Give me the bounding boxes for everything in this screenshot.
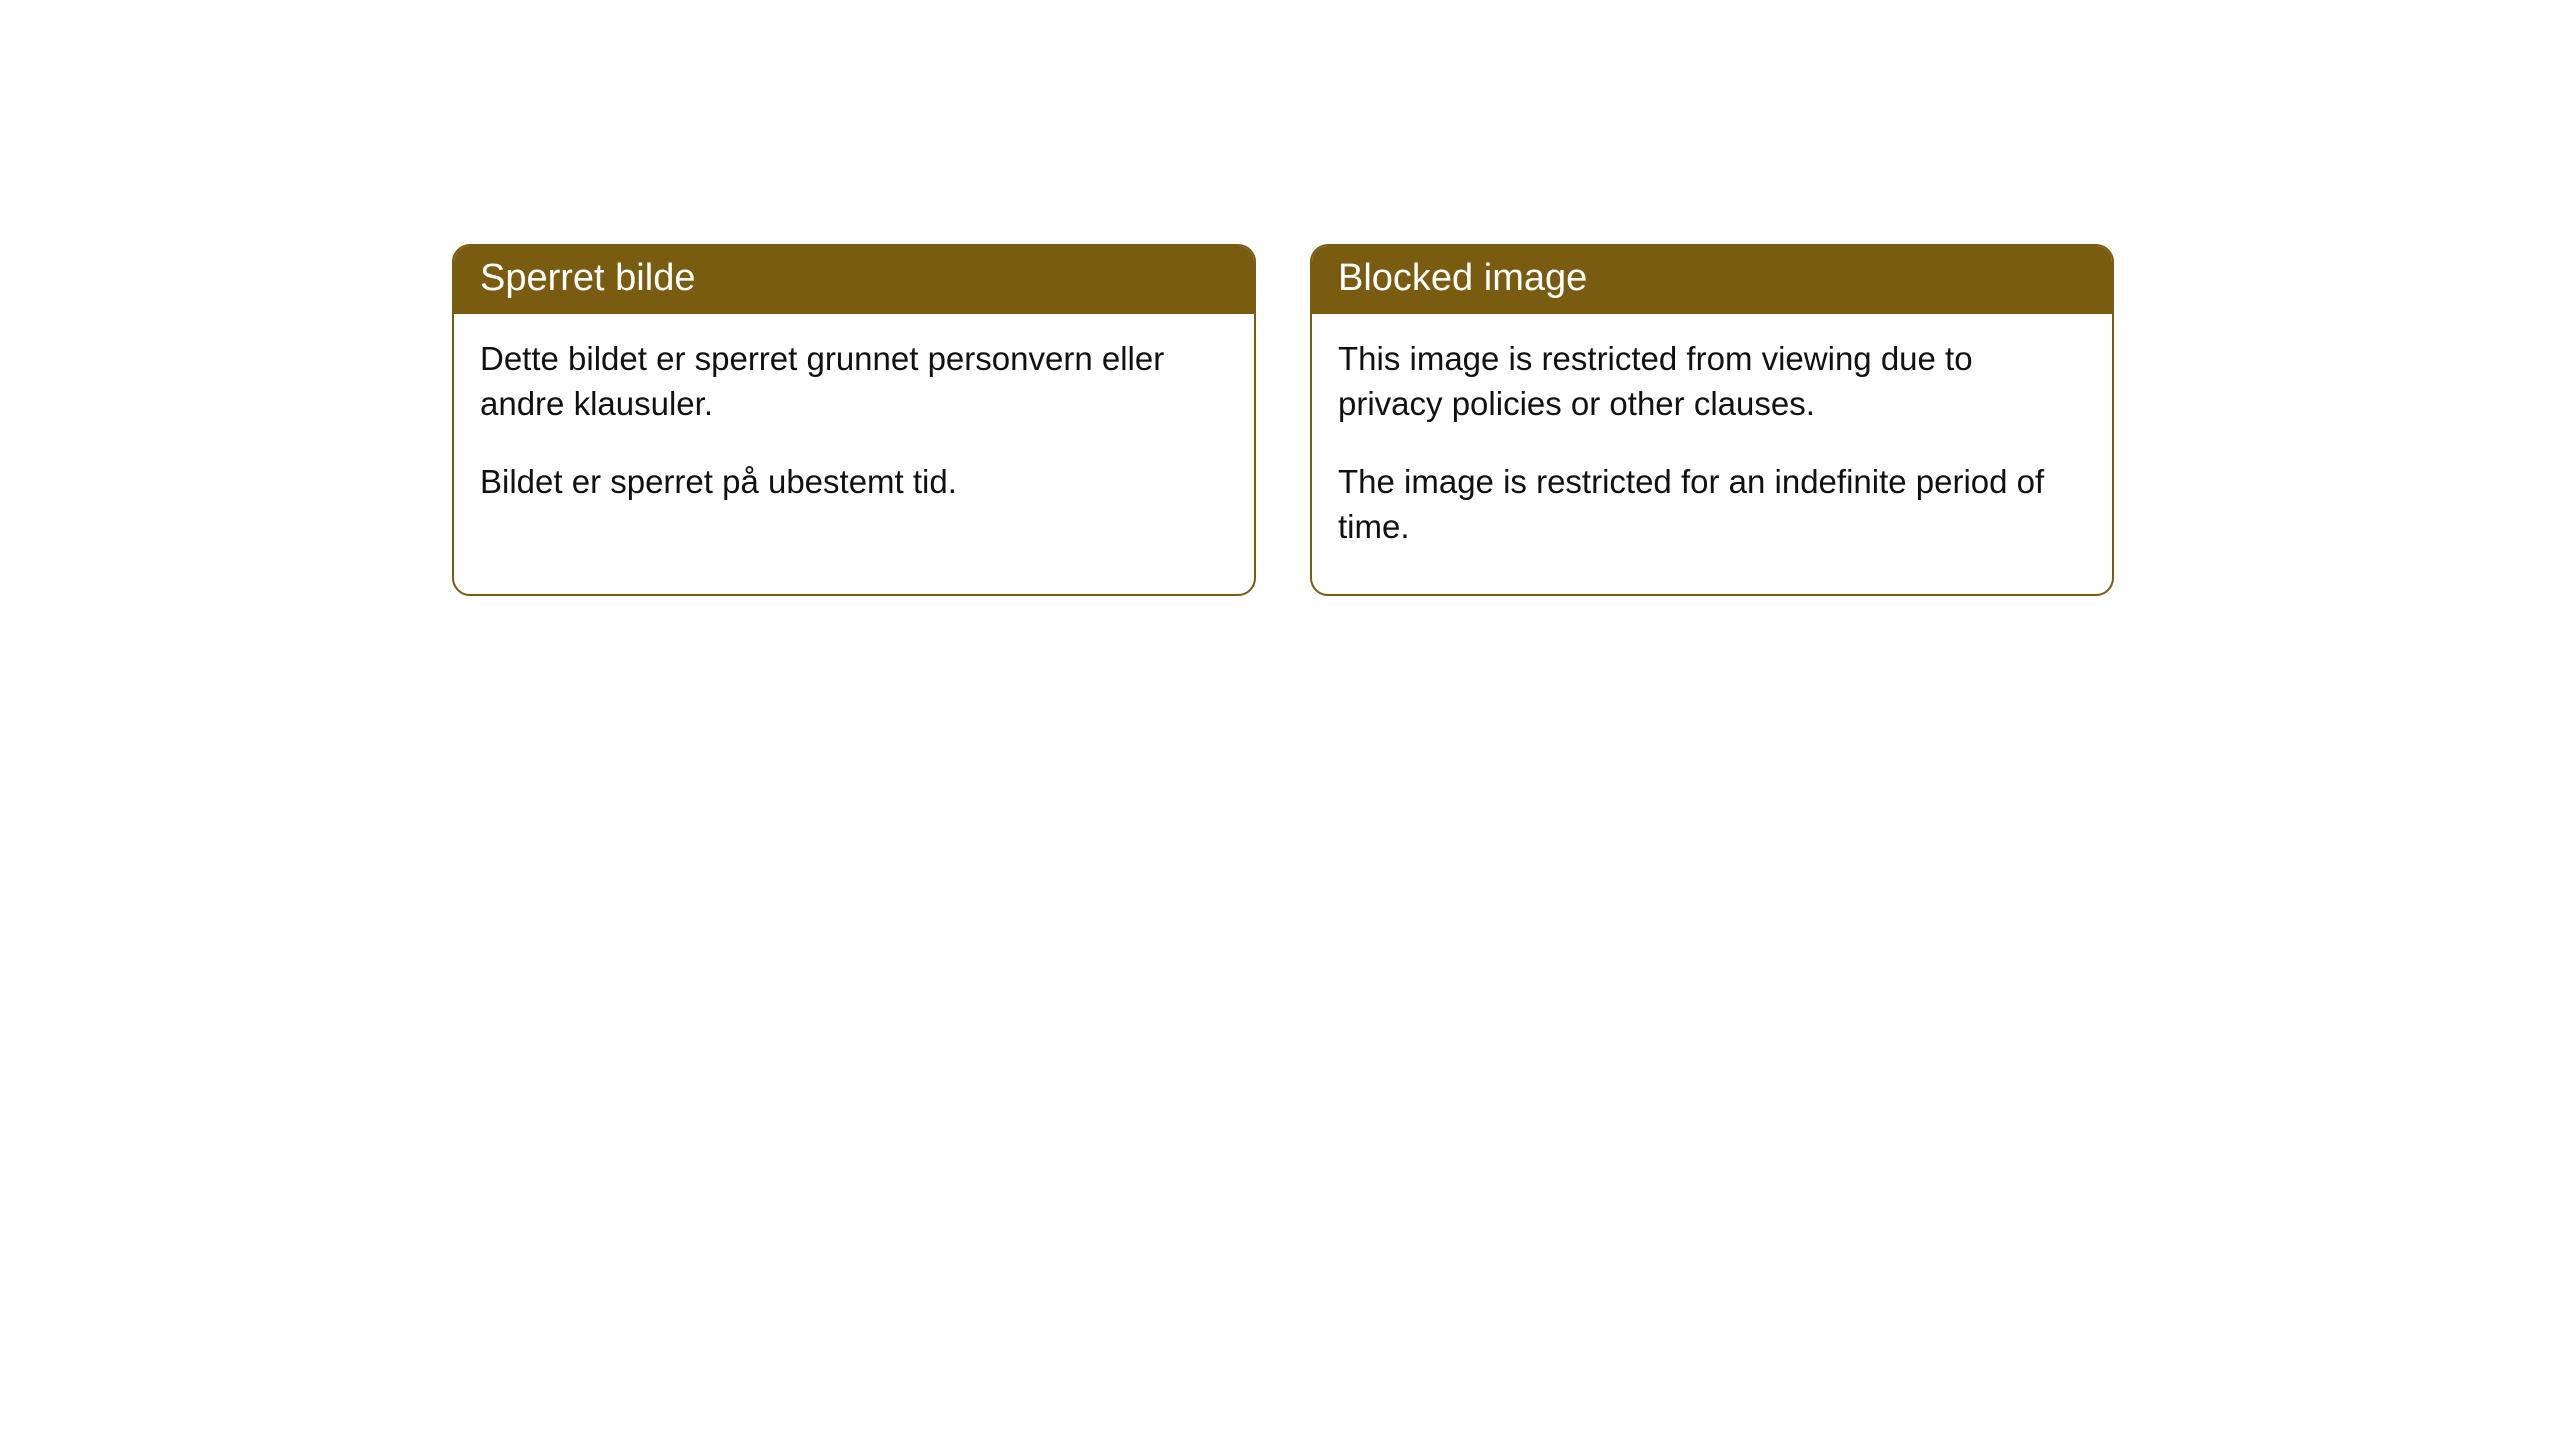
card-header: Sperret bilde: [454, 246, 1254, 314]
card-title: Sperret bilde: [480, 257, 695, 299]
card-header: Blocked image: [1312, 246, 2112, 314]
card-title: Blocked image: [1338, 257, 1587, 299]
card-paragraph: Bildet er sperret på ubestemt tid.: [480, 459, 1228, 505]
card-paragraph: Dette bildet er sperret grunnet personve…: [480, 336, 1228, 427]
card-body: Dette bildet er sperret grunnet personve…: [454, 314, 1254, 549]
card-paragraph: This image is restricted from viewing du…: [1338, 336, 2086, 427]
notice-container: Sperret bilde Dette bildet er sperret gr…: [452, 244, 2114, 596]
notice-card-english: Blocked image This image is restricted f…: [1310, 244, 2114, 596]
card-paragraph: The image is restricted for an indefinit…: [1338, 459, 2086, 550]
card-body: This image is restricted from viewing du…: [1312, 314, 2112, 594]
notice-card-norwegian: Sperret bilde Dette bildet er sperret gr…: [452, 244, 1256, 596]
